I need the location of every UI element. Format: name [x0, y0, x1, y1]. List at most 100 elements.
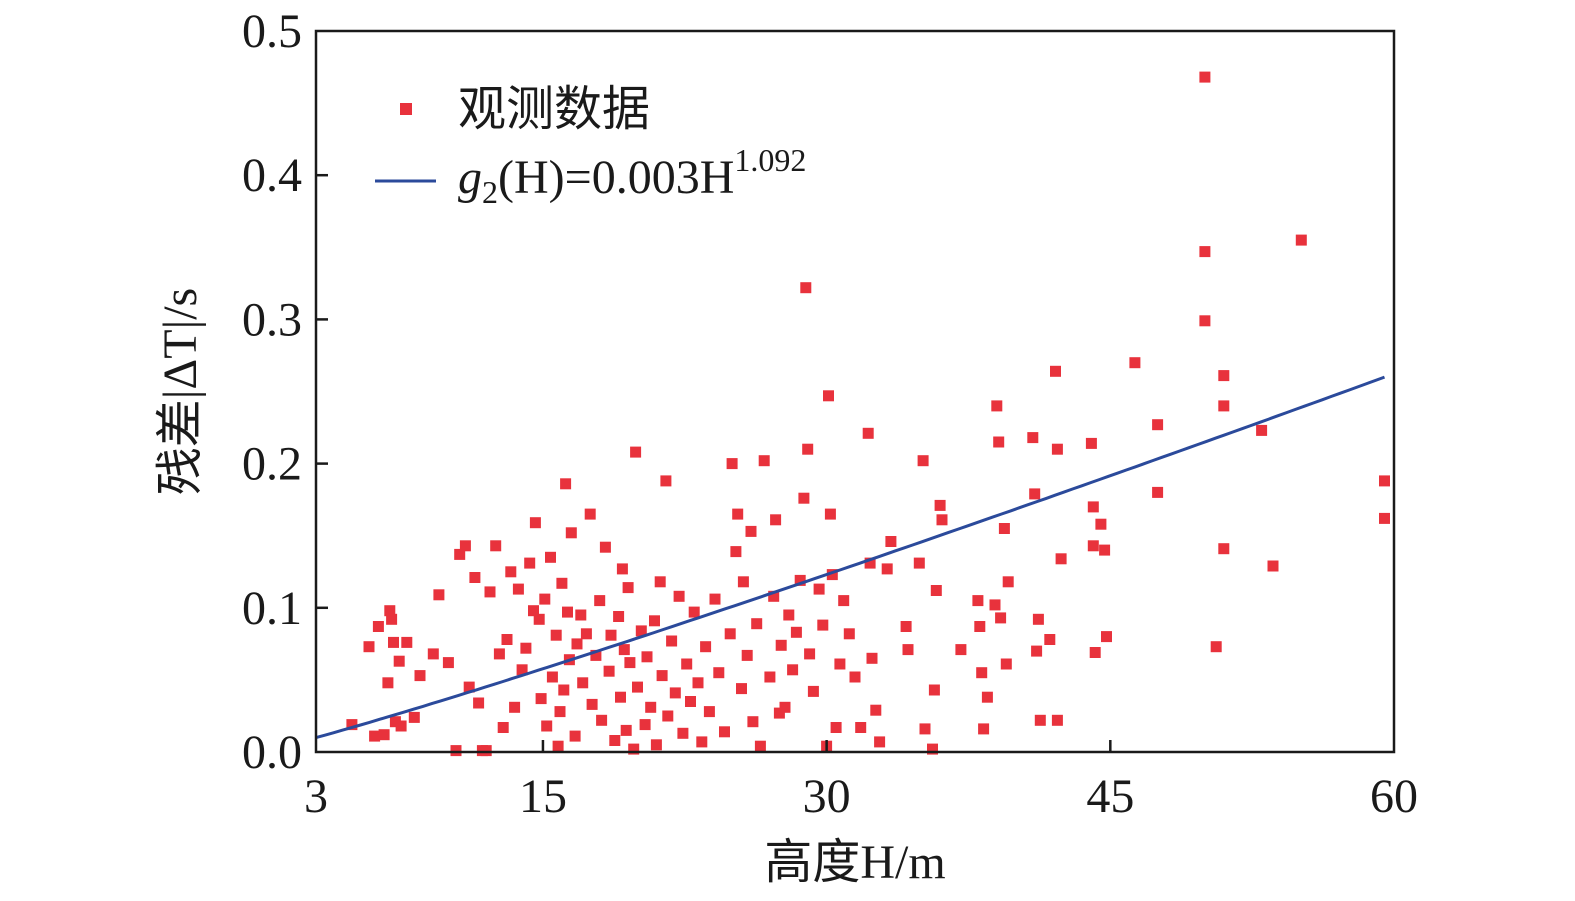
data-point	[497, 722, 509, 733]
x-tick-label: 3	[304, 770, 328, 823]
x-axis-label: 高度H/m	[764, 836, 945, 889]
data-point	[1034, 714, 1046, 726]
data-point	[1051, 714, 1063, 726]
fit-curve	[315, 375, 1386, 740]
data-point	[369, 730, 381, 742]
data-point	[673, 590, 685, 602]
data-point	[529, 517, 541, 529]
data-point	[790, 626, 802, 638]
data-point	[554, 706, 566, 718]
data-point	[955, 644, 967, 656]
data-point	[1044, 634, 1056, 645]
data-point	[834, 658, 846, 670]
data-point	[754, 740, 766, 752]
data-point	[1050, 365, 1061, 377]
data-point	[928, 684, 940, 696]
data-point	[620, 724, 632, 736]
data-point	[454, 548, 466, 560]
data-point	[580, 628, 592, 640]
data-point	[974, 621, 986, 632]
data-point	[594, 595, 606, 607]
data-point	[599, 541, 611, 553]
data-point	[813, 583, 825, 595]
data-point	[917, 455, 929, 467]
data-point	[590, 649, 602, 661]
data-point	[685, 696, 696, 707]
data-point	[584, 508, 596, 520]
data-point	[546, 671, 558, 683]
data-point	[736, 683, 747, 695]
data-point	[615, 691, 626, 703]
data-point	[603, 665, 615, 677]
data-point	[571, 638, 583, 650]
data-point	[991, 400, 1003, 412]
data-point	[484, 586, 496, 598]
data-point	[724, 628, 736, 640]
data-point	[700, 641, 712, 653]
data-point	[378, 729, 390, 741]
data-point	[779, 701, 791, 713]
data-point	[622, 582, 634, 594]
data-point	[800, 282, 812, 294]
data-point	[616, 563, 628, 575]
data-point	[1256, 424, 1268, 436]
data-point	[902, 644, 914, 656]
data-point	[993, 436, 1005, 448]
data-point	[569, 730, 581, 742]
data-point	[1087, 501, 1099, 513]
data-point	[681, 658, 693, 670]
data-point	[459, 540, 471, 552]
data-point	[1379, 512, 1390, 524]
data-point	[775, 639, 787, 651]
ticks-layer: 3 15 30 45 60 0.0 0.1 0.2 0.3 0.4 0.5	[242, 5, 1418, 823]
data-point	[384, 605, 396, 617]
data-point	[533, 613, 545, 625]
y-tick-label: 0.5	[242, 5, 302, 58]
data-point	[395, 720, 407, 732]
data-point	[545, 551, 556, 563]
data-point	[541, 720, 553, 732]
data-point	[1152, 486, 1164, 498]
data-point	[382, 677, 394, 689]
data-point	[696, 736, 708, 748]
data-point	[556, 577, 568, 589]
data-point	[1379, 475, 1390, 487]
data-point	[639, 719, 651, 731]
data-point	[649, 615, 660, 627]
data-point	[666, 635, 678, 647]
data-point	[855, 722, 867, 733]
data-point	[1129, 357, 1141, 369]
data-point	[862, 427, 874, 439]
data-point	[881, 563, 893, 575]
data-point	[520, 642, 532, 654]
data-point	[473, 697, 485, 709]
data-point	[463, 681, 475, 693]
data-point	[927, 743, 938, 755]
data-point	[650, 739, 662, 751]
data-point	[558, 684, 570, 696]
data-point	[1199, 246, 1211, 258]
data-point	[393, 655, 405, 667]
legend-fit-sub: 2	[482, 174, 498, 210]
data-point	[849, 671, 861, 683]
data-point	[737, 576, 749, 588]
data-point	[662, 710, 674, 722]
data-point	[688, 606, 700, 618]
data-point	[768, 590, 780, 602]
data-point	[798, 492, 810, 504]
data-point	[550, 629, 562, 641]
data-point	[618, 644, 630, 656]
legend-fit-sup: 1.092	[734, 142, 806, 178]
data-point	[730, 546, 742, 558]
data-point	[677, 727, 689, 739]
data-point	[713, 667, 725, 679]
data-point	[493, 648, 505, 660]
y-tick-label: 0.2	[242, 438, 302, 491]
data-point	[1095, 518, 1107, 530]
legend-marker-points	[400, 103, 412, 115]
data-point	[609, 735, 621, 746]
plot-frame	[314, 29, 1396, 754]
data-point	[586, 698, 598, 710]
